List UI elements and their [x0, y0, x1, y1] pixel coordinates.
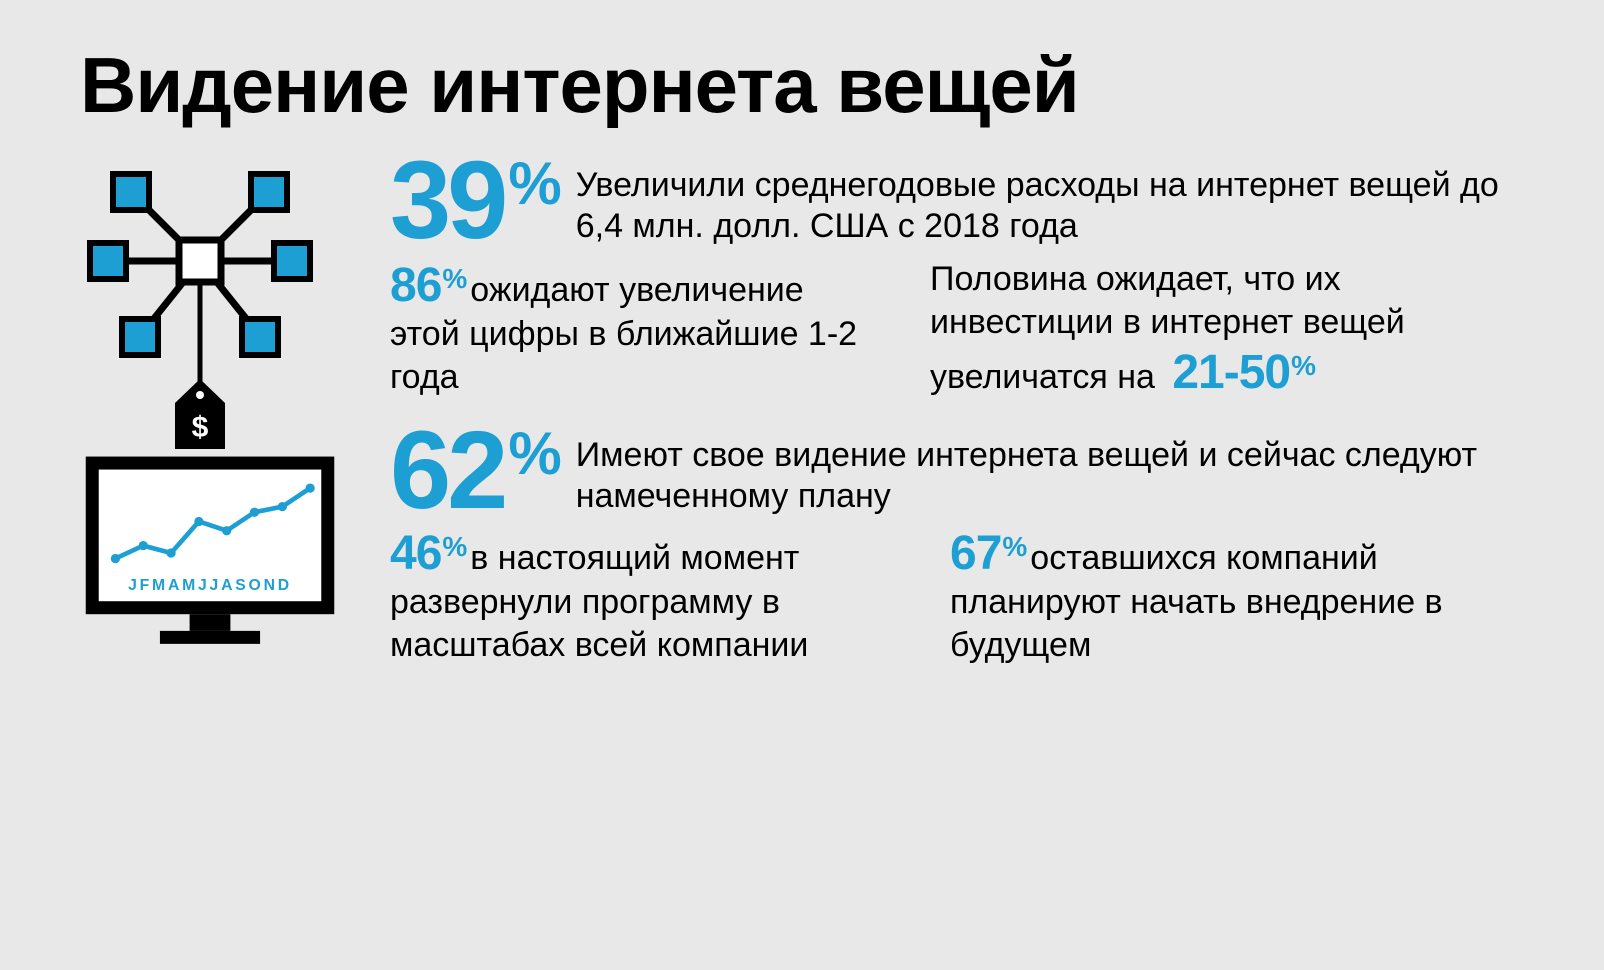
network-price-icon: $	[80, 151, 320, 461]
main-content: $	[80, 151, 1524, 666]
stat-1-text: Увеличили среднегодовые расходы на интер…	[576, 151, 1524, 248]
stat-3-value: 21-50%	[1172, 343, 1315, 403]
stat-4-text: Имеют свое видение интернета вещей и сей…	[576, 421, 1524, 518]
stat-5: 46% в настоящий момент развернули програ…	[390, 526, 890, 666]
stat-4: 62% Имеют свое видение интернета вещей и…	[390, 421, 1524, 520]
dollar-sign: $	[192, 411, 209, 444]
monitor-months: JFMAMJJASOND	[128, 577, 292, 594]
page-title: Видение интернета вещей	[80, 40, 1524, 131]
stat-1-value: 39%	[390, 151, 558, 250]
stat-1: 39% Увеличили среднегодовые расходы на и…	[390, 151, 1524, 250]
stat-3-lead: Половина ожидает, что их инвестиции в ин…	[930, 260, 1405, 396]
row-4: 46% в настоящий момент развернули програ…	[390, 526, 1524, 666]
stat-6-value: 67%	[950, 526, 1026, 581]
stat-2: 86% ожидают увеличение этой цифры в ближ…	[390, 258, 870, 403]
stat-2-value: 86%	[390, 258, 466, 313]
stat-3: Половина ожидает, что их инвестиции в ин…	[930, 258, 1524, 403]
stat-6: 67% оставшихся компаний планируют начать…	[950, 526, 1524, 666]
row-2: 86% ожидают увеличение этой цифры в ближ…	[390, 258, 1524, 403]
left-icon-column: $	[80, 151, 360, 666]
right-text-column: 39% Увеличили среднегодовые расходы на и…	[360, 151, 1524, 666]
stat-4-value: 62%	[390, 421, 558, 520]
monitor-chart-icon: JFMAMJJASOND	[80, 451, 340, 661]
stat-5-value: 46%	[390, 526, 466, 581]
